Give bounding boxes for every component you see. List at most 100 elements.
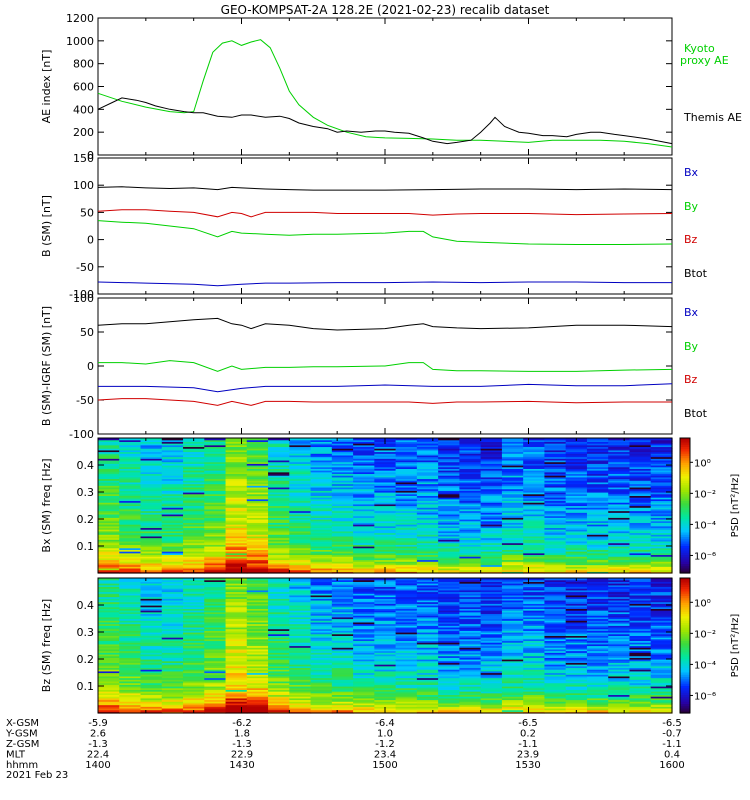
psd-cell xyxy=(119,438,142,441)
y-tick-label: 1000 xyxy=(66,35,94,48)
psd-cell xyxy=(353,709,375,712)
psd-cell xyxy=(140,529,163,532)
psd-cell xyxy=(416,648,439,652)
colorbar-cell xyxy=(680,663,690,667)
psd-cell xyxy=(565,524,588,527)
psd-cell xyxy=(608,605,631,608)
psd-cell xyxy=(650,633,673,636)
psd-cell xyxy=(310,490,333,493)
psd-cell xyxy=(331,642,354,645)
psd-cell xyxy=(586,596,609,599)
psd-cell xyxy=(650,670,673,674)
psd-cell xyxy=(565,706,588,709)
psd-cell xyxy=(438,537,461,540)
psd-cell xyxy=(140,557,163,561)
psd-cell xyxy=(416,689,439,692)
psd-cell xyxy=(140,611,163,615)
psd-cell xyxy=(183,441,205,444)
colorbar-cell xyxy=(680,647,690,651)
psd-cell xyxy=(140,527,163,530)
psd-cell xyxy=(246,549,269,552)
psd-cell xyxy=(438,502,461,505)
psd-cell xyxy=(459,451,482,454)
psd-cell xyxy=(501,586,524,589)
psd-cell xyxy=(544,645,567,648)
psd-cell xyxy=(416,667,439,670)
psd-cell xyxy=(204,508,227,512)
psd-cell xyxy=(544,542,567,545)
psd-cell xyxy=(183,471,205,475)
psd-cell xyxy=(183,561,205,564)
psd-cell xyxy=(416,557,439,561)
psd-cell xyxy=(246,584,269,588)
psd-cell xyxy=(629,657,652,660)
psd-cell xyxy=(650,505,673,508)
psd-cell xyxy=(289,615,312,618)
psd-cell xyxy=(161,524,184,527)
psd-cell xyxy=(204,584,227,588)
psd-cell xyxy=(416,620,439,623)
psd-cell xyxy=(629,578,652,581)
psd-cell xyxy=(480,540,503,544)
psd-cell xyxy=(565,540,588,544)
psd-cell xyxy=(501,691,524,694)
psd-cell xyxy=(246,615,269,618)
psd-cell xyxy=(246,552,269,556)
psd-cell xyxy=(480,470,503,473)
psd-cell xyxy=(331,498,354,502)
psd-cell xyxy=(459,665,482,669)
psd-cell xyxy=(183,554,205,557)
psd-cell xyxy=(183,490,205,493)
psd-cell xyxy=(98,554,120,557)
psd-cell xyxy=(225,488,248,491)
psd-cell xyxy=(565,557,588,561)
psd-cell xyxy=(289,626,312,630)
psd-cell xyxy=(544,559,567,562)
psd-cell xyxy=(565,616,588,620)
psd-cell xyxy=(225,691,248,694)
psd-cell xyxy=(650,579,673,582)
psd-cell xyxy=(395,500,418,503)
psd-cell xyxy=(140,532,163,535)
psd-cell xyxy=(225,559,248,562)
psd-cell xyxy=(310,456,333,459)
psd-cell xyxy=(416,697,439,701)
psd-cell xyxy=(353,505,375,508)
psd-cell xyxy=(331,680,354,684)
psd-cell xyxy=(501,483,524,486)
psd-cell xyxy=(650,667,673,670)
psd-cell xyxy=(246,606,269,609)
psd-cell xyxy=(608,486,631,490)
psd-cell xyxy=(565,593,588,596)
colorbar-cell xyxy=(680,638,690,642)
psd-cell xyxy=(119,653,142,657)
psd-cell xyxy=(395,691,418,694)
psd-cell xyxy=(119,502,142,505)
psd-cell xyxy=(289,670,312,674)
psd-cell xyxy=(268,669,290,672)
psd-cell xyxy=(395,571,418,574)
psd-cell xyxy=(629,500,652,503)
psd-cell xyxy=(98,569,120,572)
psd-cell xyxy=(416,556,439,559)
psd-cell xyxy=(353,626,375,630)
psd-cell xyxy=(268,540,290,544)
psd-cell xyxy=(523,652,546,655)
colorbar-cell xyxy=(680,643,690,647)
psd-cell xyxy=(119,581,142,584)
psd-cell xyxy=(225,520,248,523)
psd-cell xyxy=(459,707,482,711)
psd-cell xyxy=(374,498,397,502)
psd-cell xyxy=(289,605,312,608)
colorbar-cell xyxy=(680,471,690,475)
psd-cell xyxy=(395,613,418,616)
psd-cell xyxy=(268,471,290,475)
psd-cell xyxy=(501,643,524,647)
psd-cell xyxy=(98,704,120,707)
psd-cell xyxy=(204,662,227,665)
psd-cell xyxy=(98,593,120,596)
psd-cell xyxy=(586,478,609,481)
psd-cell xyxy=(650,596,673,599)
psd-cell xyxy=(544,687,567,690)
colorbar-cell xyxy=(680,447,690,450)
